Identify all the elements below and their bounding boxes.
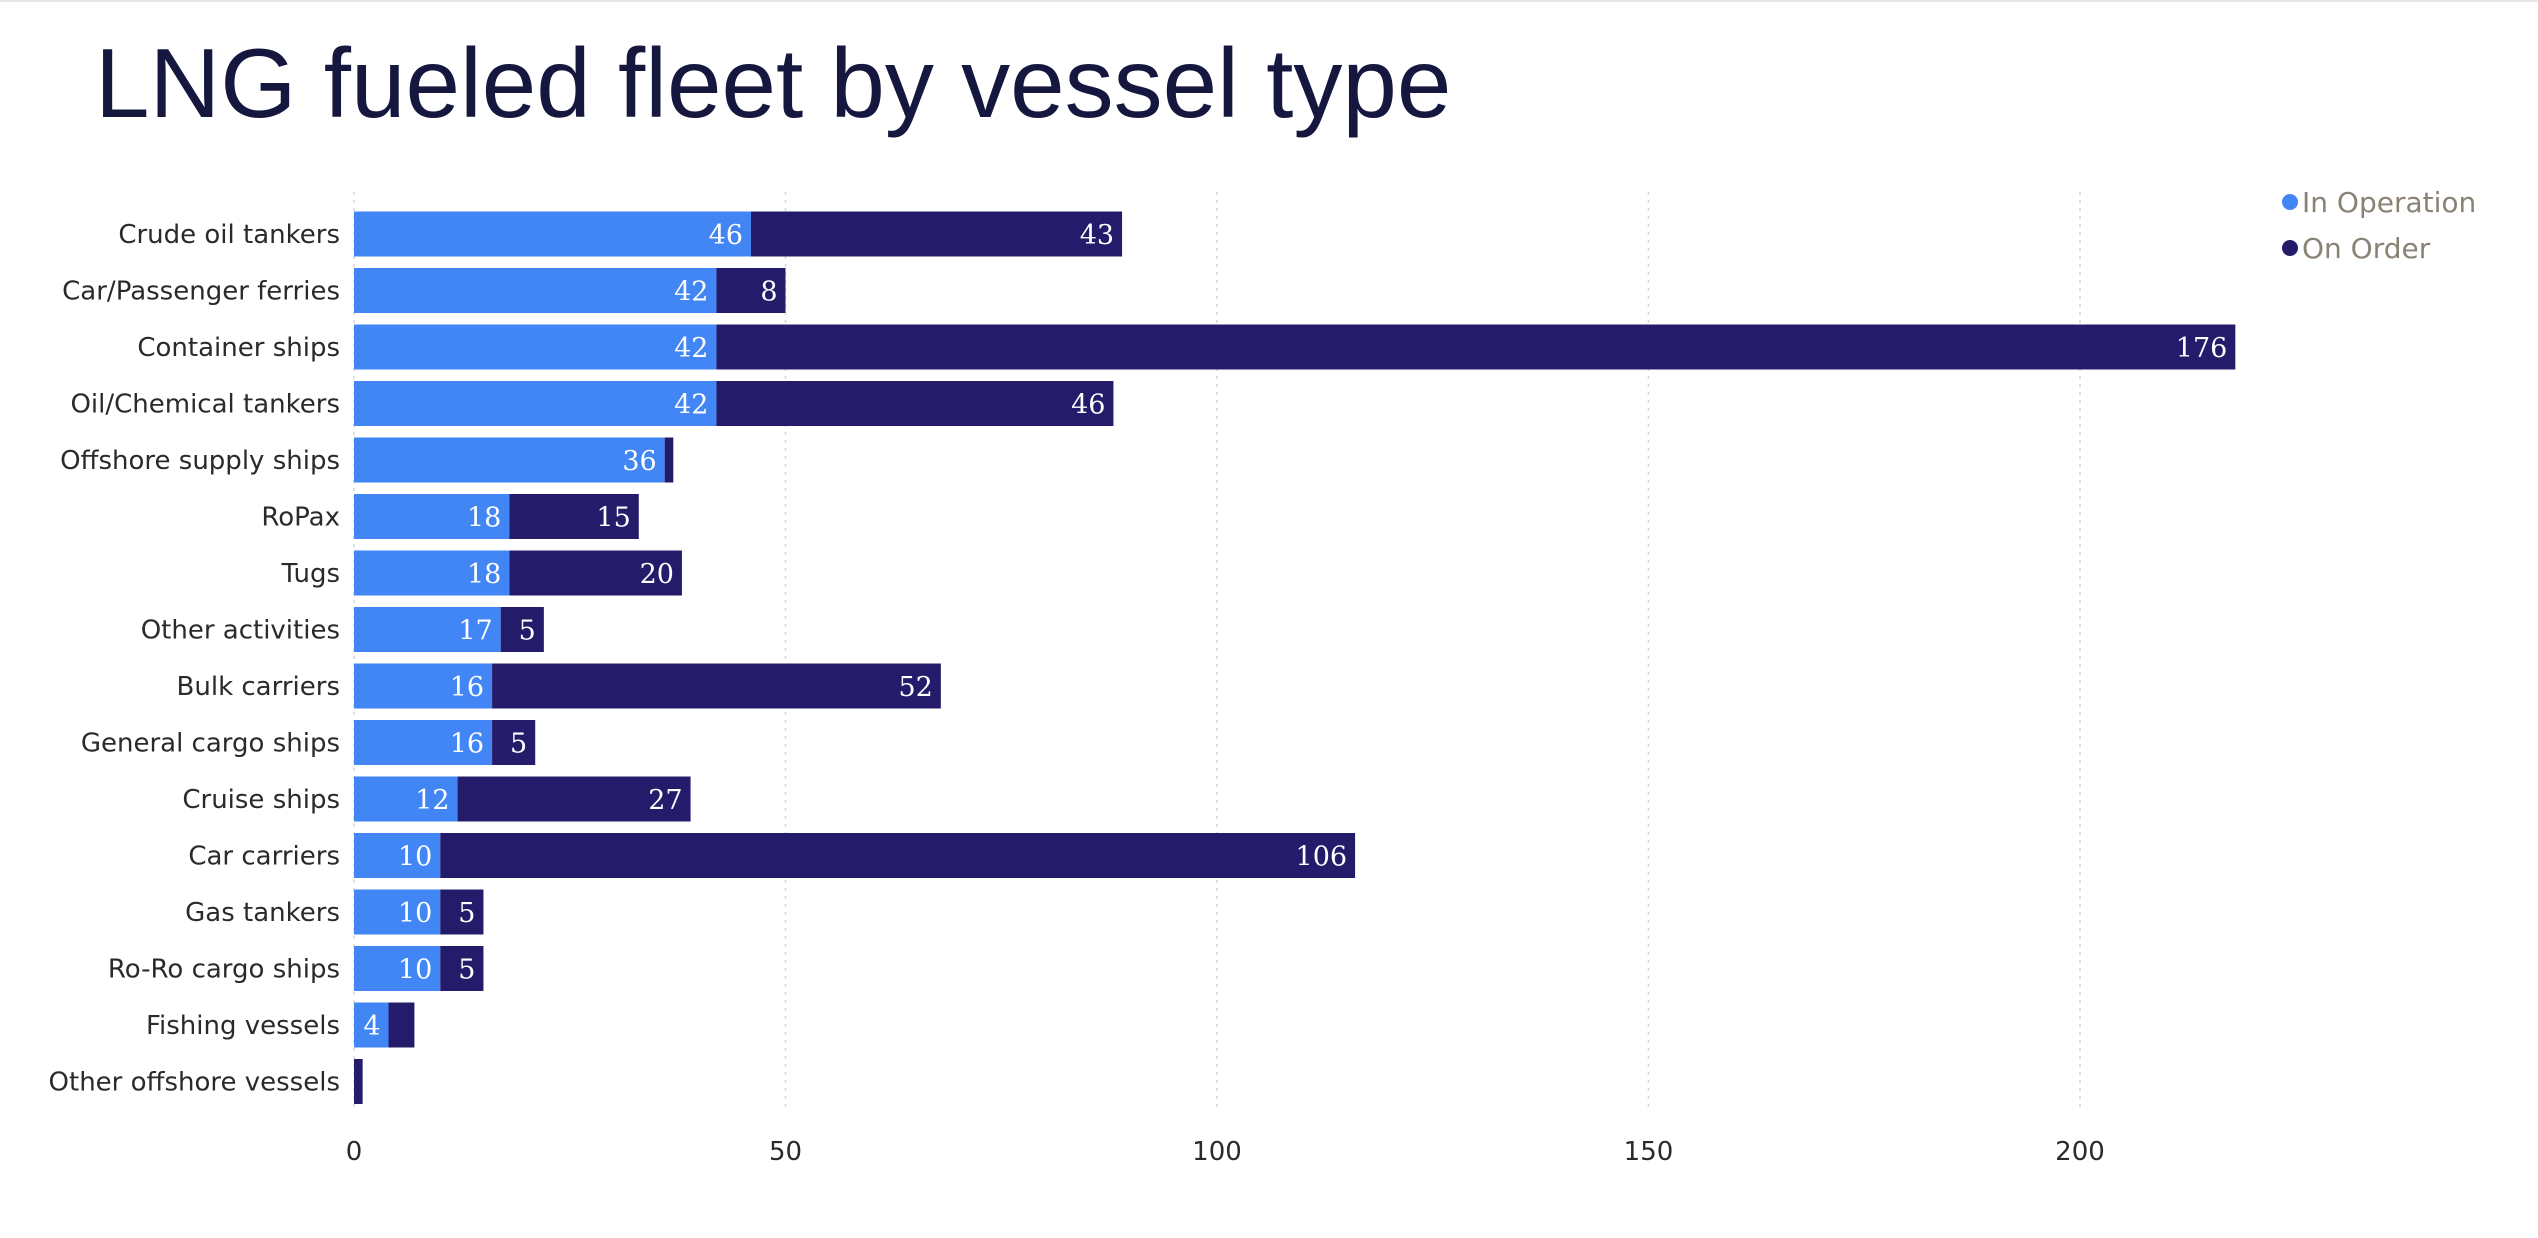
data-label-on-order: 5: [458, 898, 475, 929]
bar-on-order[interactable]: [750, 211, 1123, 257]
bar-in-operation[interactable]: [354, 494, 510, 539]
data-label-on-order: 46: [1071, 390, 1105, 421]
bar-in-operation[interactable]: [354, 268, 717, 313]
data-label-in-operation: 4: [363, 1011, 380, 1042]
data-label-on-order: 106: [1296, 842, 1348, 873]
bar-on-order[interactable]: [440, 889, 484, 935]
data-label-in-operation: 42: [674, 333, 708, 364]
x-tick-label: 0: [346, 1137, 363, 1167]
category-label: Other activities: [141, 616, 340, 646]
bar-in-operation[interactable]: [354, 833, 441, 878]
x-tick-label: 150: [1624, 1137, 1674, 1167]
data-label-in-operation: 16: [450, 672, 484, 703]
data-label-on-order: 15: [596, 503, 630, 534]
bar-on-order[interactable]: [388, 1002, 415, 1048]
data-label-in-operation: 10: [398, 898, 432, 929]
category-label: Oil/Chemical tankers: [70, 390, 340, 420]
bar-on-order[interactable]: [509, 494, 639, 539]
bar-on-order[interactable]: [664, 437, 674, 483]
category-label: Car carriers: [188, 842, 340, 872]
legend-on-order-label[interactable]: On Order: [2302, 232, 2431, 265]
category-label: Crude oil tankers: [118, 220, 340, 250]
data-label-on-order: 5: [458, 955, 475, 986]
data-label-in-operation: 42: [674, 390, 708, 421]
category-label: Ro-Ro cargo ships: [108, 955, 340, 985]
axes: 0 50 100 150 200 Crude oil tankers Car/Passeng…: [49, 220, 2105, 1167]
bar-in-operation[interactable]: [354, 720, 493, 765]
bar-in-operation[interactable]: [354, 550, 510, 596]
bar-in-operation[interactable]: [354, 776, 458, 822]
bar-in-operation[interactable]: [354, 1002, 389, 1048]
bar-in-operation[interactable]: [354, 946, 441, 991]
category-label: Fishing vessels: [146, 1011, 340, 1041]
bar-in-operation[interactable]: [354, 211, 751, 257]
legend-on-order-marker: [2282, 240, 2298, 256]
x-tick-label: 100: [1192, 1137, 1242, 1167]
data-label-on-order: 52: [898, 672, 932, 703]
data-label-in-operation: 18: [467, 559, 501, 590]
category-label: Gas tankers: [185, 898, 340, 928]
bar-in-operation[interactable]: [354, 324, 717, 370]
x-tick-label: 200: [2055, 1137, 2105, 1167]
data-label-on-order: 5: [519, 616, 536, 647]
data-label-in-operation: 46: [709, 220, 743, 251]
bar-in-operation[interactable]: [354, 889, 441, 935]
bar-on-order[interactable]: [440, 833, 1356, 878]
x-tick-label: 50: [769, 1137, 802, 1167]
bar-on-order[interactable]: [716, 324, 2236, 370]
bar-on-order[interactable]: [716, 268, 786, 313]
legend-in-operation-marker: [2282, 194, 2298, 210]
bar-in-operation[interactable]: [354, 437, 665, 483]
category-label: Offshore supply ships: [60, 446, 340, 476]
bar-on-order[interactable]: [716, 381, 1114, 426]
bar-on-order[interactable]: [457, 776, 691, 822]
page-title: LNG fueled fleet by vessel type: [95, 28, 1452, 138]
data-label-in-operation: 18: [467, 503, 501, 534]
data-label-on-order: 8: [760, 277, 777, 308]
bar-on-order[interactable]: [492, 720, 536, 765]
category-label: Cruise ships: [182, 785, 340, 815]
top-divider: [0, 0, 2538, 2]
bar-on-order[interactable]: [492, 663, 941, 709]
bars: [354, 211, 2236, 1104]
category-label: Tugs: [281, 559, 340, 589]
category-label: Car/Passenger ferries: [62, 277, 340, 307]
data-label-on-order: 176: [2176, 333, 2228, 364]
category-label: Other offshore vessels: [49, 1068, 340, 1098]
bar-in-operation[interactable]: [354, 381, 717, 426]
bar-on-order[interactable]: [500, 607, 544, 652]
category-label: Container ships: [137, 333, 340, 363]
data-label-in-operation: 10: [398, 955, 432, 986]
bar-on-order[interactable]: [354, 1059, 363, 1104]
bar-on-order[interactable]: [509, 550, 682, 596]
bar-on-order[interactable]: [440, 946, 484, 991]
data-label-in-operation: 16: [450, 729, 484, 760]
category-label: RoPax: [261, 503, 340, 533]
legend-in-operation-label[interactable]: In Operation: [2302, 186, 2476, 219]
category-label: General cargo ships: [81, 729, 340, 759]
data-label-on-order: 20: [640, 559, 674, 590]
data-label-in-operation: 10: [398, 842, 432, 873]
data-label-on-order: 43: [1080, 220, 1114, 251]
bar-in-operation[interactable]: [354, 607, 501, 652]
category-label: Bulk carriers: [177, 672, 340, 702]
data-label-in-operation: 42: [674, 277, 708, 308]
bar-in-operation[interactable]: [354, 663, 493, 709]
data-label-in-operation: 17: [458, 616, 492, 647]
legend[interactable]: In Operation On Order: [2282, 186, 2476, 265]
data-label-on-order: 27: [648, 785, 682, 816]
data-label-in-operation: 36: [622, 446, 656, 477]
data-label-on-order: 5: [510, 729, 527, 760]
data-label-in-operation: 12: [415, 785, 449, 816]
